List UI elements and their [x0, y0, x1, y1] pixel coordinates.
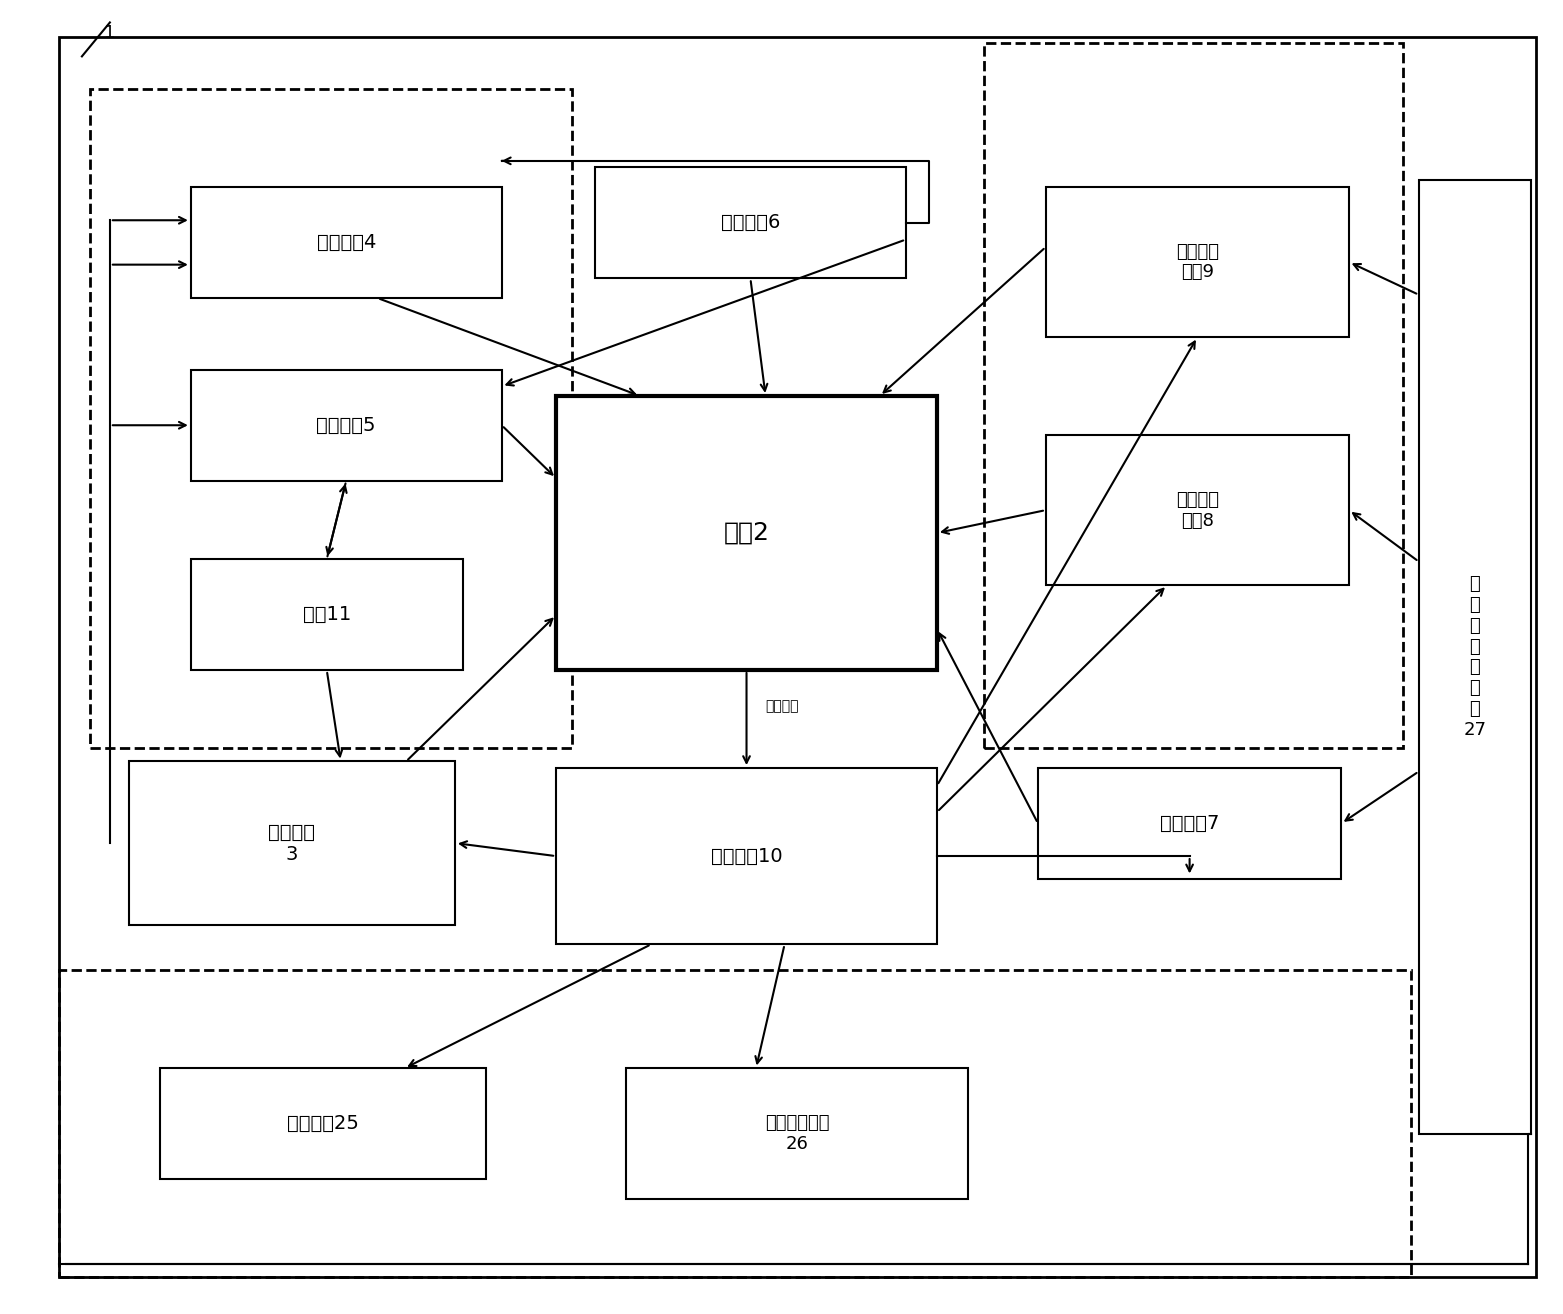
Text: 紧急复压系统
26: 紧急复压系统 26	[764, 1114, 830, 1152]
FancyBboxPatch shape	[556, 767, 936, 945]
FancyBboxPatch shape	[596, 167, 907, 279]
Bar	[58, 970, 1411, 1277]
Text: 淋雨系统4: 淋雨系统4	[316, 233, 375, 252]
FancyBboxPatch shape	[159, 1068, 486, 1179]
FancyBboxPatch shape	[191, 558, 463, 670]
Text: 测控系统10: 测控系统10	[711, 846, 783, 866]
Bar	[983, 43, 1404, 749]
Text: 水源11: 水源11	[303, 604, 350, 624]
Text: 冷
却
循
环
水
系
统
27: 冷 却 循 环 水 系 统 27	[1463, 576, 1486, 738]
FancyBboxPatch shape	[627, 1068, 967, 1198]
FancyBboxPatch shape	[1419, 180, 1530, 1134]
Text: 造风系统6: 造风系统6	[721, 213, 780, 233]
Text: 覆冰系统5: 覆冰系统5	[316, 415, 377, 435]
FancyBboxPatch shape	[1038, 767, 1341, 879]
FancyBboxPatch shape	[1046, 187, 1349, 338]
Text: 热雾系统
3: 热雾系统 3	[269, 823, 316, 863]
Bar	[89, 89, 572, 749]
Text: 试品2: 试品2	[724, 520, 769, 545]
FancyBboxPatch shape	[128, 761, 455, 925]
FancyBboxPatch shape	[1046, 435, 1349, 585]
Text: 信号反馈: 信号反馈	[766, 699, 799, 714]
FancyBboxPatch shape	[556, 396, 936, 670]
Text: 1: 1	[105, 24, 116, 42]
Text: 温度调节
系统8: 温度调节 系统8	[1175, 490, 1219, 530]
Text: 监控系统25: 监控系统25	[288, 1114, 359, 1133]
Text: 压强调节
系统9: 压强调节 系统9	[1175, 243, 1219, 281]
FancyBboxPatch shape	[191, 369, 502, 481]
Text: 融冰系统7: 融冰系统7	[1160, 813, 1219, 833]
FancyBboxPatch shape	[191, 187, 502, 298]
